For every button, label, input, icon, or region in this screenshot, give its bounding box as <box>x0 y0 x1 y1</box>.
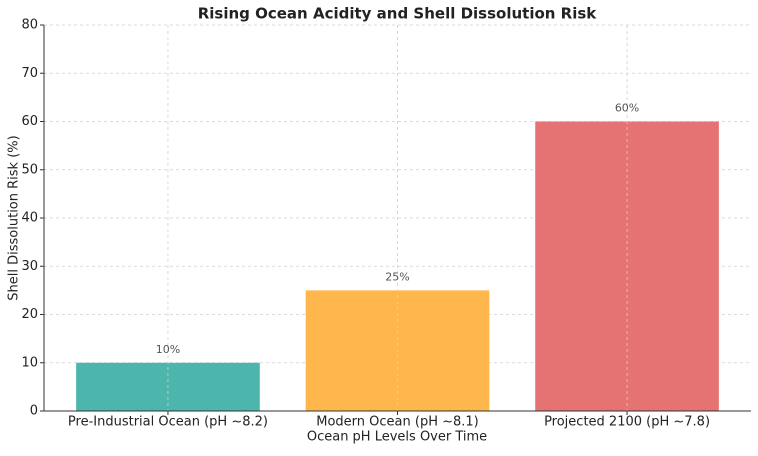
value-label: 10% <box>156 343 180 356</box>
y-tick-label: 70 <box>21 66 38 81</box>
x-tick-label: Projected 2100 (pH ~7.8) <box>544 415 710 430</box>
value-label: 60% <box>615 102 639 115</box>
y-tick-label: 60 <box>21 114 38 129</box>
y-tick-label: 0 <box>30 404 38 419</box>
y-tick-label: 50 <box>21 162 38 177</box>
y-tick-label: 10 <box>21 355 38 370</box>
y-tick-label: 30 <box>21 259 38 274</box>
x-axis-label: Ocean pH Levels Over Time <box>307 430 487 445</box>
value-label: 25% <box>385 270 409 283</box>
y-tick-label: 40 <box>21 211 38 226</box>
y-tick-label: 20 <box>21 307 38 322</box>
chart-title: Rising Ocean Acidity and Shell Dissoluti… <box>198 5 598 23</box>
y-tick-label: 80 <box>21 18 38 33</box>
y-axis-label: Shell Dissolution Risk (%) <box>7 135 22 300</box>
x-tick-label: Pre-Industrial Ocean (pH ~8.2) <box>68 415 268 430</box>
x-tick-label: Modern Ocean (pH ~8.1) <box>316 415 479 430</box>
